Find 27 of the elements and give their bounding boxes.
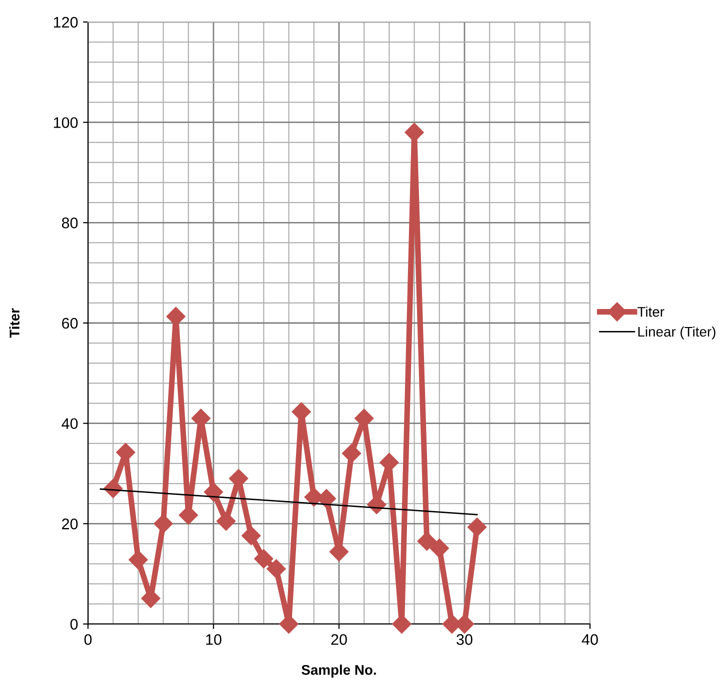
- legend-label: Linear (Titer): [638, 326, 716, 340]
- y-tick-label: 120: [54, 16, 78, 28]
- point: [216, 512, 236, 531]
- point: [242, 526, 261, 546]
- y-tick-label: 80: [62, 218, 78, 228]
- point: [154, 514, 173, 534]
- y-tick-label: 20: [62, 518, 78, 530]
- point: [342, 444, 362, 463]
- legend-label: Titer: [638, 306, 664, 317]
- point: [254, 549, 274, 568]
- x-tick-label: 40: [582, 634, 598, 645]
- y-tick-label: 40: [62, 418, 78, 430]
- point: [128, 550, 148, 570]
- x-tick-label: 0: [84, 634, 92, 645]
- y-tick-label: 100: [54, 117, 78, 128]
- point: [430, 538, 449, 558]
- x-axis-title: Sample No.: [302, 664, 376, 678]
- x-tick-label: 30: [456, 634, 472, 645]
- point: [417, 532, 436, 551]
- point: [204, 482, 224, 502]
- y-tick-label: 60: [62, 318, 78, 329]
- x-tick-label: 10: [206, 634, 222, 645]
- y-axis-title: Titer: [9, 308, 20, 338]
- x-tick-label: 20: [331, 634, 347, 645]
- y-tick-label: 0: [70, 618, 78, 630]
- point: [468, 518, 487, 537]
- point: [266, 559, 286, 578]
